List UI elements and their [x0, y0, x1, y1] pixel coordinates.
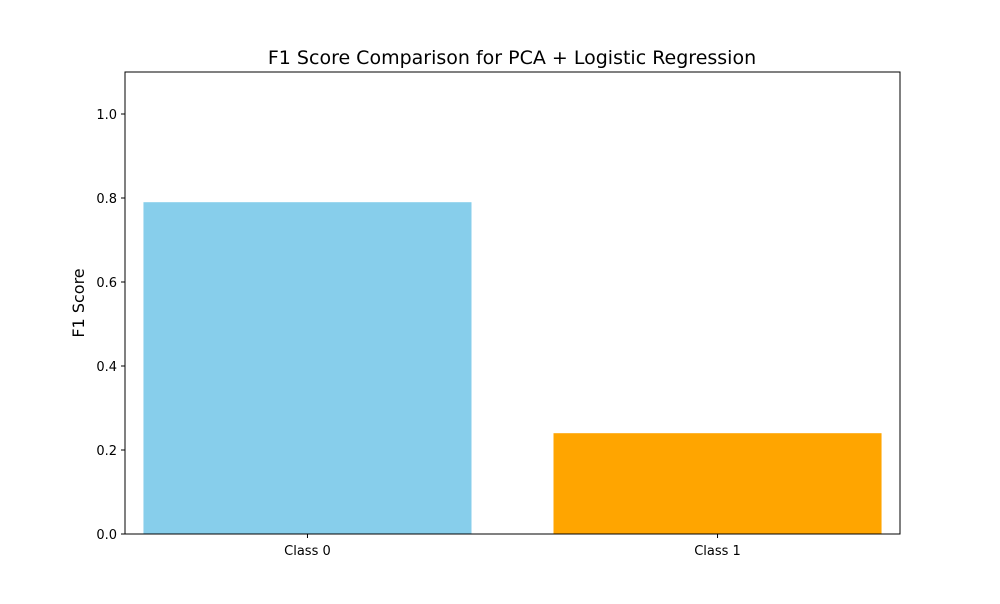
y-tick-label: 0.2 — [96, 444, 117, 459]
y-axis-label: F1 Score — [69, 268, 88, 337]
chart-title: F1 Score Comparison for PCA + Logistic R… — [268, 47, 756, 69]
bars-group — [143, 202, 882, 534]
bar-class-0 — [143, 202, 472, 534]
x-ticks-group: Class 0 Class 1 — [284, 534, 741, 559]
x-tick-label: Class 0 — [284, 544, 331, 559]
plot-frame — [124, 71, 901, 535]
bar-class-1 — [553, 433, 882, 534]
y-tick-label: 0.6 — [96, 276, 117, 291]
y-tick-label: 0.4 — [96, 360, 117, 375]
y-ticks-group: 0.0 0.2 0.4 0.6 0.8 1.0 — [96, 108, 125, 543]
y-tick-label: 0.0 — [96, 528, 117, 543]
y-tick-label: 1.0 — [96, 108, 117, 123]
x-tick-label: Class 1 — [694, 544, 741, 559]
y-tick-label: 0.8 — [96, 192, 117, 207]
